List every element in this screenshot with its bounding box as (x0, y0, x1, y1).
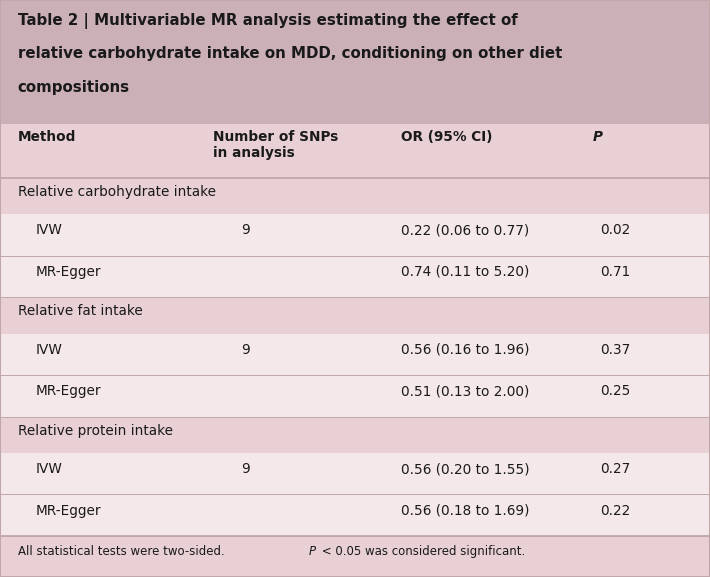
Bar (0, 334, 710, 375)
Text: OR (95% CI): OR (95% CI) (401, 130, 493, 144)
Text: Table 2 | Multivariable MR analysis estimating the effect of: Table 2 | Multivariable MR analysis esti… (18, 13, 518, 29)
Text: P: P (593, 130, 603, 144)
Bar (0, 417, 710, 453)
Text: 0.56 (0.16 to 1.96): 0.56 (0.16 to 1.96) (401, 343, 530, 357)
Text: Relative protein intake: Relative protein intake (18, 424, 173, 437)
Text: compositions: compositions (18, 80, 130, 95)
Text: 0.22 (0.06 to 0.77): 0.22 (0.06 to 0.77) (401, 223, 530, 237)
Text: relative carbohydrate intake on MDD, conditioning on other diet: relative carbohydrate intake on MDD, con… (18, 46, 562, 61)
Text: Number of SNPs
in analysis: Number of SNPs in analysis (213, 130, 338, 160)
Text: All statistical tests were two-sided.: All statistical tests were two-sided. (18, 545, 228, 558)
Text: 0.22: 0.22 (600, 504, 630, 518)
Text: 0.56 (0.18 to 1.69): 0.56 (0.18 to 1.69) (401, 504, 530, 518)
Text: IVW: IVW (36, 462, 62, 476)
Text: < 0.05 was considered significant.: < 0.05 was considered significant. (318, 545, 525, 558)
Text: 0.56 (0.20 to 1.55): 0.56 (0.20 to 1.55) (401, 462, 530, 476)
Bar (0, 0, 710, 124)
Text: 0.74 (0.11 to 5.20): 0.74 (0.11 to 5.20) (401, 265, 530, 279)
Bar (0, 178, 710, 214)
Text: Relative fat intake: Relative fat intake (18, 304, 143, 318)
Bar (0, 494, 710, 536)
Text: 9: 9 (241, 343, 250, 357)
Text: 0.27: 0.27 (600, 462, 630, 476)
Text: 0.25: 0.25 (600, 384, 630, 398)
Bar (0, 297, 710, 334)
Text: IVW: IVW (36, 223, 62, 237)
Bar (0, 256, 710, 297)
Text: Method: Method (18, 130, 76, 144)
Text: 0.02: 0.02 (600, 223, 630, 237)
Bar (0, 214, 710, 256)
Bar (0, 536, 710, 577)
Text: IVW: IVW (36, 343, 62, 357)
Text: 0.71: 0.71 (600, 265, 630, 279)
Text: MR-Egger: MR-Egger (36, 504, 101, 518)
Text: Relative carbohydrate intake: Relative carbohydrate intake (18, 185, 216, 198)
Bar (0, 453, 710, 494)
Text: 0.51 (0.13 to 2.00): 0.51 (0.13 to 2.00) (401, 384, 530, 398)
Text: MR-Egger: MR-Egger (36, 384, 101, 398)
Bar (0, 375, 710, 417)
Text: MR-Egger: MR-Egger (36, 265, 101, 279)
Text: P: P (309, 545, 316, 558)
Text: 0.37: 0.37 (600, 343, 630, 357)
Text: 9: 9 (241, 223, 250, 237)
Bar (0, 124, 710, 178)
Text: 9: 9 (241, 462, 250, 476)
